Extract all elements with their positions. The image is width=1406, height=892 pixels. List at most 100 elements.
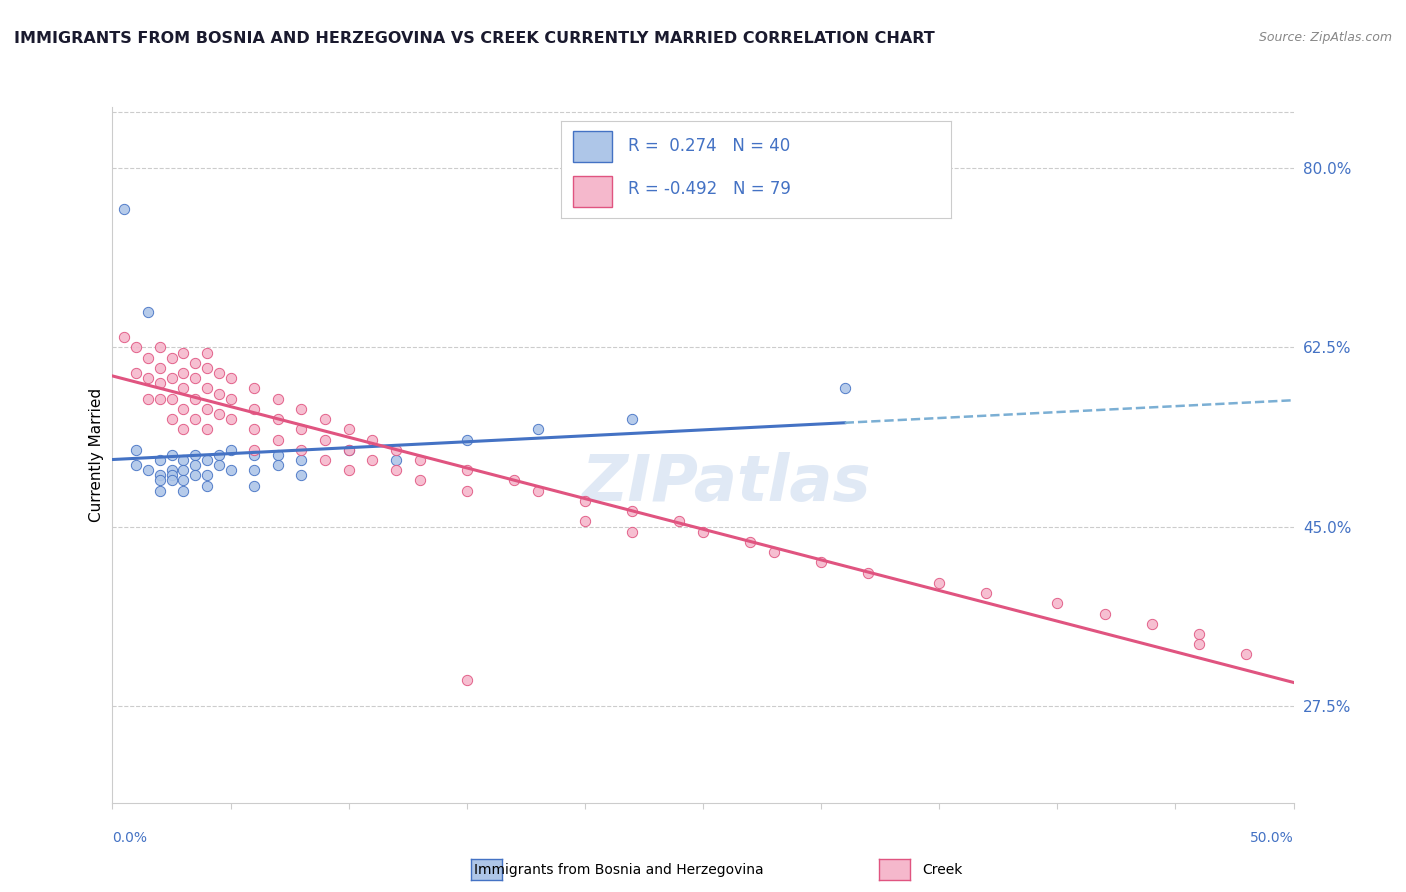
Point: [184, 412, 207, 426]
Text: 0.0%: 0.0%: [112, 830, 148, 845]
Point: [385, 453, 408, 467]
Point: [361, 453, 384, 467]
Point: [184, 371, 207, 385]
Point: [267, 448, 290, 462]
Point: [136, 463, 159, 477]
Point: [740, 534, 762, 549]
Point: [267, 433, 290, 447]
Point: [385, 463, 408, 477]
Point: [136, 351, 159, 365]
Point: [195, 361, 218, 376]
Point: [668, 515, 690, 529]
Point: [208, 407, 231, 421]
Point: [112, 330, 135, 344]
Point: [456, 433, 478, 447]
Point: [762, 545, 785, 559]
Point: [810, 555, 832, 569]
Point: [243, 448, 266, 462]
Point: [195, 345, 218, 359]
Point: [526, 422, 548, 436]
Point: [208, 458, 231, 472]
Point: [149, 453, 172, 467]
Point: [195, 468, 218, 483]
Point: [172, 366, 194, 380]
Point: [160, 448, 183, 462]
Text: Creek: Creek: [922, 863, 962, 877]
Point: [1188, 637, 1211, 651]
Point: [160, 392, 183, 406]
Y-axis label: Currently Married: Currently Married: [89, 388, 104, 522]
Point: [136, 392, 159, 406]
Point: [503, 474, 526, 488]
Point: [621, 524, 644, 539]
Point: [456, 463, 478, 477]
Text: 50.0%: 50.0%: [1250, 830, 1294, 845]
Point: [243, 463, 266, 477]
Point: [456, 483, 478, 498]
Point: [149, 376, 172, 391]
Point: [290, 453, 312, 467]
Point: [172, 401, 194, 416]
Point: [219, 371, 242, 385]
Point: [1188, 627, 1211, 641]
Point: [219, 463, 242, 477]
Point: [160, 468, 183, 483]
Point: [136, 371, 159, 385]
Point: [172, 463, 194, 477]
Point: [621, 412, 644, 426]
Point: [112, 202, 135, 217]
Point: [208, 366, 231, 380]
Point: [526, 483, 548, 498]
Point: [692, 524, 714, 539]
Point: [385, 442, 408, 457]
Point: [149, 483, 172, 498]
Point: [290, 468, 312, 483]
Point: [172, 381, 194, 395]
Point: [184, 458, 207, 472]
Point: [219, 412, 242, 426]
Point: [267, 392, 290, 406]
Text: IMMIGRANTS FROM BOSNIA AND HERZEGOVINA VS CREEK CURRENTLY MARRIED CORRELATION CH: IMMIGRANTS FROM BOSNIA AND HERZEGOVINA V…: [14, 31, 935, 46]
Point: [125, 458, 148, 472]
Point: [408, 474, 430, 488]
Point: [243, 401, 266, 416]
Point: [574, 494, 596, 508]
Point: [184, 448, 207, 462]
Point: [172, 422, 194, 436]
Point: [243, 478, 266, 492]
Point: [195, 453, 218, 467]
Point: [1094, 607, 1116, 621]
Point: [149, 392, 172, 406]
Point: [243, 442, 266, 457]
Point: [314, 433, 336, 447]
Point: [195, 422, 218, 436]
Point: [160, 474, 183, 488]
Text: Source: ZipAtlas.com: Source: ZipAtlas.com: [1258, 31, 1392, 45]
Point: [574, 515, 596, 529]
Point: [208, 448, 231, 462]
Point: [337, 442, 360, 457]
Text: Immigrants from Bosnia and Herzegovina: Immigrants from Bosnia and Herzegovina: [474, 863, 763, 877]
Point: [858, 566, 880, 580]
Point: [184, 392, 207, 406]
Point: [136, 304, 159, 318]
Point: [1140, 616, 1163, 631]
Point: [149, 468, 172, 483]
Point: [290, 401, 312, 416]
Point: [125, 442, 148, 457]
Point: [267, 412, 290, 426]
Point: [149, 474, 172, 488]
Point: [149, 341, 172, 355]
Point: [149, 361, 172, 376]
Point: [243, 422, 266, 436]
Point: [208, 386, 231, 401]
Point: [928, 575, 950, 590]
Point: [125, 341, 148, 355]
Point: [976, 586, 998, 600]
Point: [243, 381, 266, 395]
Point: [1234, 648, 1257, 662]
Point: [361, 433, 384, 447]
Point: [408, 453, 430, 467]
Point: [314, 412, 336, 426]
Point: [456, 673, 478, 687]
